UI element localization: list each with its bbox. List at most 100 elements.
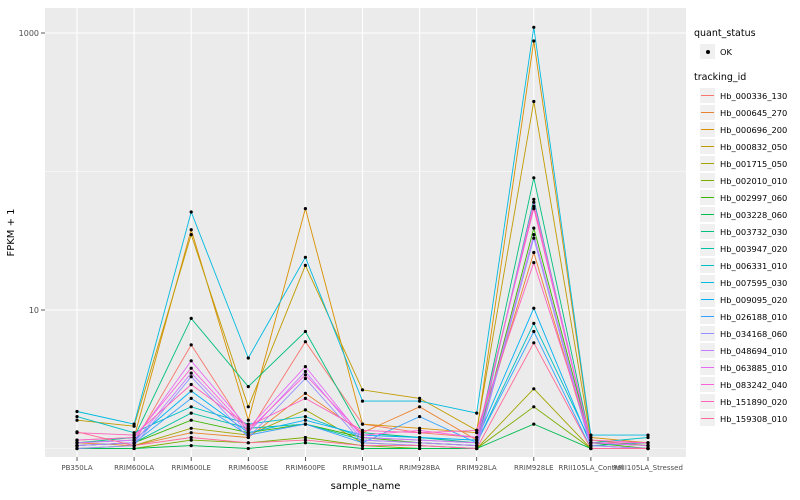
legend-item-label: Hb_000696_200 xyxy=(720,124,788,135)
data-point xyxy=(475,441,479,445)
data-point xyxy=(75,441,79,445)
data-point xyxy=(303,255,307,259)
data-point xyxy=(360,446,365,451)
data-point xyxy=(75,415,79,419)
legend-item-Hb_002010_010: Hb_002010_010 xyxy=(694,172,798,189)
data-point xyxy=(475,431,479,435)
data-point xyxy=(532,306,536,310)
data-point xyxy=(360,441,365,445)
data-point xyxy=(303,207,307,211)
data-point xyxy=(132,446,136,451)
x-tick-label: RRII105LA_Control xyxy=(558,464,623,472)
data-point xyxy=(132,444,136,448)
data-point xyxy=(532,422,536,426)
legend-item-label: Hb_000645_270 xyxy=(720,107,788,118)
legend-quant-status: quant_status OK xyxy=(694,28,798,60)
data-point xyxy=(532,226,536,230)
legend-item-Hb_026188_010: Hb_026188_010 xyxy=(694,308,798,325)
data-point xyxy=(189,418,193,422)
data-point xyxy=(303,441,307,445)
legend-item-Hb_009095_020: Hb_009095_020 xyxy=(694,291,798,308)
y-axis-title: FPKM + 1 xyxy=(6,208,17,256)
data-point xyxy=(532,200,536,204)
data-point xyxy=(189,316,193,320)
data-point xyxy=(418,441,422,445)
data-point xyxy=(189,444,193,448)
x-tick-label: RRIM928LA xyxy=(457,464,497,472)
line-swatch-icon xyxy=(700,241,715,256)
data-point xyxy=(246,441,250,445)
data-point xyxy=(532,236,536,240)
data-point xyxy=(189,233,193,237)
data-point xyxy=(75,438,79,442)
data-point xyxy=(189,375,193,379)
data-point xyxy=(418,428,422,432)
data-point xyxy=(532,341,536,345)
legend-item-Hb_159308_010: Hb_159308_010 xyxy=(694,410,798,427)
x-tick-label: RRII105LA_Stressed xyxy=(613,464,683,472)
data-point xyxy=(418,444,422,448)
line-swatch-icon xyxy=(700,377,715,392)
data-point xyxy=(75,430,79,434)
panel-background xyxy=(45,8,686,457)
legend-item-label: Hb_083242_040 xyxy=(720,379,788,390)
data-point xyxy=(360,428,365,432)
line-swatch-icon xyxy=(700,190,715,205)
x-tick-label: RRIM600SE xyxy=(228,464,268,472)
data-point xyxy=(418,399,422,403)
legend-item-Hb_003947_020: Hb_003947_020 xyxy=(694,240,798,257)
data-point xyxy=(303,376,307,381)
line-swatch-icon xyxy=(700,139,715,154)
data-point xyxy=(418,415,422,419)
data-point xyxy=(532,261,536,265)
data-point xyxy=(132,438,136,442)
data-point xyxy=(360,399,365,403)
line-swatch-icon xyxy=(700,207,715,222)
y-tick-label: 10 xyxy=(29,306,39,315)
data-point xyxy=(246,435,250,440)
data-point xyxy=(303,435,307,440)
data-point xyxy=(360,422,365,426)
data-point xyxy=(303,369,307,374)
data-point xyxy=(303,408,307,412)
legend-item-Hb_000645_270: Hb_000645_270 xyxy=(694,104,798,121)
data-point xyxy=(418,405,422,409)
data-point xyxy=(532,387,536,391)
data-point xyxy=(418,446,422,451)
data-point xyxy=(189,435,193,440)
legend-item-Hb_048694_010: Hb_048694_010 xyxy=(694,342,798,359)
data-point xyxy=(246,424,250,428)
data-point xyxy=(475,435,479,440)
data-point xyxy=(75,444,79,448)
legend-item-label: Hb_034168_060 xyxy=(720,328,788,339)
line-swatch-icon xyxy=(700,343,715,358)
line-swatch-icon xyxy=(700,326,715,341)
legend-item-Hb_000832_050: Hb_000832_050 xyxy=(694,138,798,155)
legend-item-label: Hb_001715_050 xyxy=(720,158,788,169)
data-point xyxy=(589,446,593,451)
data-point xyxy=(189,426,193,430)
data-point xyxy=(360,444,365,448)
line-swatch-icon xyxy=(700,88,715,103)
data-point xyxy=(189,228,193,232)
data-point xyxy=(189,389,193,393)
legend-item-Hb_000336_130: Hb_000336_130 xyxy=(694,87,798,104)
data-point xyxy=(246,418,250,422)
x-tick-label: RRIM928BA xyxy=(399,464,440,472)
line-swatch-icon xyxy=(700,411,715,426)
data-point xyxy=(189,210,193,214)
data-point xyxy=(303,418,307,422)
data-point xyxy=(418,435,422,440)
data-point xyxy=(132,422,136,426)
quant-status-item-ok: OK xyxy=(694,43,798,60)
data-point xyxy=(246,356,250,360)
data-point xyxy=(532,204,536,208)
tracking-id-title: tracking_id xyxy=(694,72,747,83)
data-point xyxy=(303,438,307,442)
legend-item-Hb_003228_060: Hb_003228_060 xyxy=(694,206,798,223)
legend-item-Hb_001715_050: Hb_001715_050 xyxy=(694,155,798,172)
x-tick-label: RRIM901LA xyxy=(342,464,382,472)
legend-item-label: Hb_000832_050 xyxy=(720,141,788,152)
data-point xyxy=(303,365,307,369)
